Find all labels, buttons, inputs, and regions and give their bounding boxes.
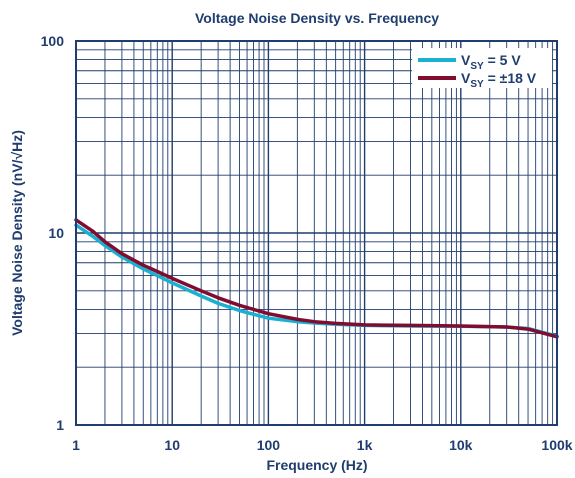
y-tick-label: 10 xyxy=(48,225,64,241)
x-tick-label: 100 xyxy=(257,437,281,453)
x-tick-label: 1k xyxy=(357,437,373,453)
plot-frame xyxy=(75,40,558,426)
legend-label: VSY = 5 V xyxy=(461,52,521,72)
chart-title: Voltage Noise Density vs. Frequency xyxy=(195,10,439,26)
grid xyxy=(75,41,557,426)
y-tick-label: 100 xyxy=(41,33,65,49)
y-axis-label: Voltage Noise Density (nV/√Hz) xyxy=(9,130,25,336)
x-axis-label: Frequency (Hz) xyxy=(266,457,367,473)
x-tick-label: 10k xyxy=(449,437,473,453)
x-tick-label: 1 xyxy=(72,437,80,453)
legend-box xyxy=(412,48,552,88)
legend-label: VSY = ±18 V xyxy=(461,70,537,90)
x-tick-label: 10 xyxy=(164,437,180,453)
series-line-2 xyxy=(74,218,559,339)
x-tick-label: 100k xyxy=(541,437,572,453)
series-layer xyxy=(74,218,559,339)
y-tick-label: 1 xyxy=(56,417,64,433)
tick-labels: 1 10 100 1k 10k 100k 1 10 100 xyxy=(41,33,573,453)
